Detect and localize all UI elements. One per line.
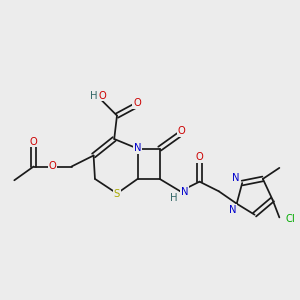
Text: H: H bbox=[90, 91, 97, 100]
Text: H: H bbox=[170, 194, 178, 203]
Text: S: S bbox=[114, 189, 120, 199]
Text: N: N bbox=[232, 172, 239, 182]
Text: N: N bbox=[229, 205, 236, 215]
Text: O: O bbox=[30, 137, 38, 147]
Text: O: O bbox=[196, 152, 204, 162]
Text: O: O bbox=[177, 126, 185, 136]
Text: N: N bbox=[134, 143, 142, 153]
Text: O: O bbox=[99, 91, 106, 100]
Text: Cl: Cl bbox=[285, 214, 295, 224]
Text: N: N bbox=[181, 187, 189, 196]
Text: O: O bbox=[49, 161, 57, 171]
Text: O: O bbox=[133, 98, 141, 108]
